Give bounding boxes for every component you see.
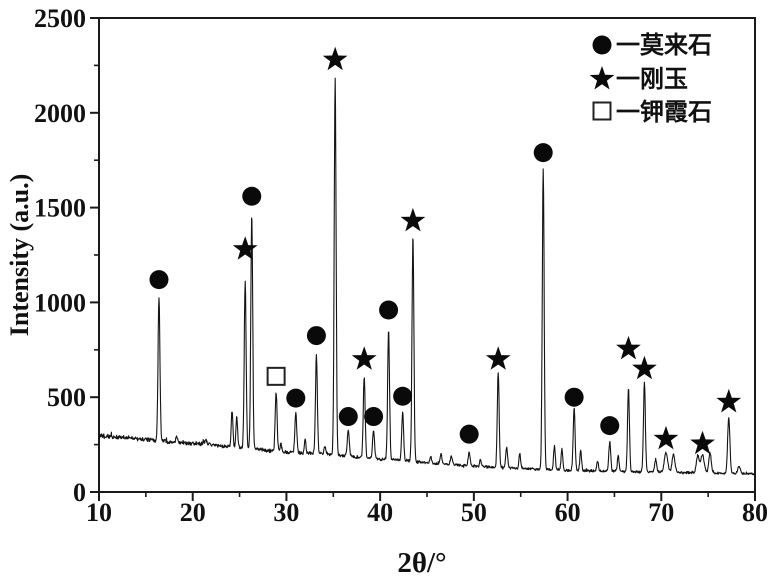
corundum-marker-icon bbox=[653, 425, 679, 450]
x-axis: 10 20 30 40 50 60 70 80 bbox=[86, 492, 768, 527]
mullite-marker-icon bbox=[533, 143, 553, 163]
corundum-marker-icon bbox=[616, 335, 641, 360]
legend-symbol-kalsilite-square-icon bbox=[592, 101, 612, 121]
kalsilite-marker-icon bbox=[266, 366, 286, 386]
legend-symbol-mullite-circle-icon bbox=[592, 35, 612, 55]
mullite-marker-icon bbox=[600, 416, 620, 436]
legend-label-corundum: 一刚玉 bbox=[616, 66, 688, 93]
x-tick-label: 30 bbox=[273, 498, 299, 527]
legend-kalsilite-icon bbox=[592, 101, 612, 121]
y-tick-label: 1000 bbox=[34, 288, 86, 317]
phase-markers bbox=[149, 46, 742, 455]
legend-mullite-icon bbox=[592, 35, 612, 55]
y-tick-label: 0 bbox=[73, 478, 86, 507]
mullite-marker-icon bbox=[379, 300, 399, 320]
corundum-marker-icon bbox=[351, 346, 377, 370]
corundum-marker-icon bbox=[232, 236, 258, 260]
x-tick-label: 20 bbox=[180, 498, 206, 527]
legend-symbol-corundum-star-icon bbox=[589, 66, 615, 90]
xrd-trace bbox=[98, 77, 756, 476]
mullite-marker-icon bbox=[306, 326, 326, 346]
x-tick-label: 40 bbox=[367, 498, 393, 527]
xrd-trace-group bbox=[98, 77, 756, 476]
legend-label-kalsilite: 一钾霞石 bbox=[616, 98, 712, 126]
corundum-marker-icon bbox=[716, 388, 742, 413]
x-tick-label: 10 bbox=[86, 498, 112, 527]
y-tick-label: 2000 bbox=[34, 99, 86, 128]
legend-corundum-icon bbox=[589, 66, 615, 90]
x-tick-label: 80 bbox=[742, 498, 768, 527]
x-tick-label: 50 bbox=[461, 498, 487, 527]
x-axis-label: 2θ/° bbox=[397, 547, 446, 579]
mullite-marker-icon bbox=[459, 424, 479, 444]
x-tick-label: 70 bbox=[648, 498, 674, 527]
y-axis: 0 500 1000 1500 2000 2500 bbox=[34, 4, 99, 507]
corundum-marker-icon bbox=[690, 430, 715, 455]
mullite-marker-icon bbox=[242, 186, 262, 206]
mullite-marker-icon bbox=[564, 387, 584, 407]
corundum-marker-icon bbox=[400, 207, 426, 232]
mullite-marker-icon bbox=[149, 270, 169, 290]
y-tick-label: 2500 bbox=[34, 4, 86, 33]
y-axis-label: Intensity (a.u.) bbox=[5, 174, 34, 337]
mullite-marker-icon bbox=[364, 407, 384, 427]
x-tick-label: 60 bbox=[555, 498, 581, 527]
y-tick-label: 1500 bbox=[34, 194, 86, 223]
mullite-marker-icon bbox=[393, 386, 413, 406]
legend-label-mullite: 一莫来石 bbox=[616, 31, 712, 59]
corundum-marker-icon bbox=[485, 346, 511, 370]
mullite-marker-icon bbox=[286, 388, 306, 408]
corundum-marker-icon bbox=[322, 46, 348, 71]
mullite-marker-icon bbox=[338, 407, 358, 427]
corundum-marker-icon bbox=[632, 355, 657, 380]
y-tick-label: 500 bbox=[47, 383, 86, 412]
legend: 一莫来石 一刚玉 一钾霞石 bbox=[589, 31, 712, 126]
